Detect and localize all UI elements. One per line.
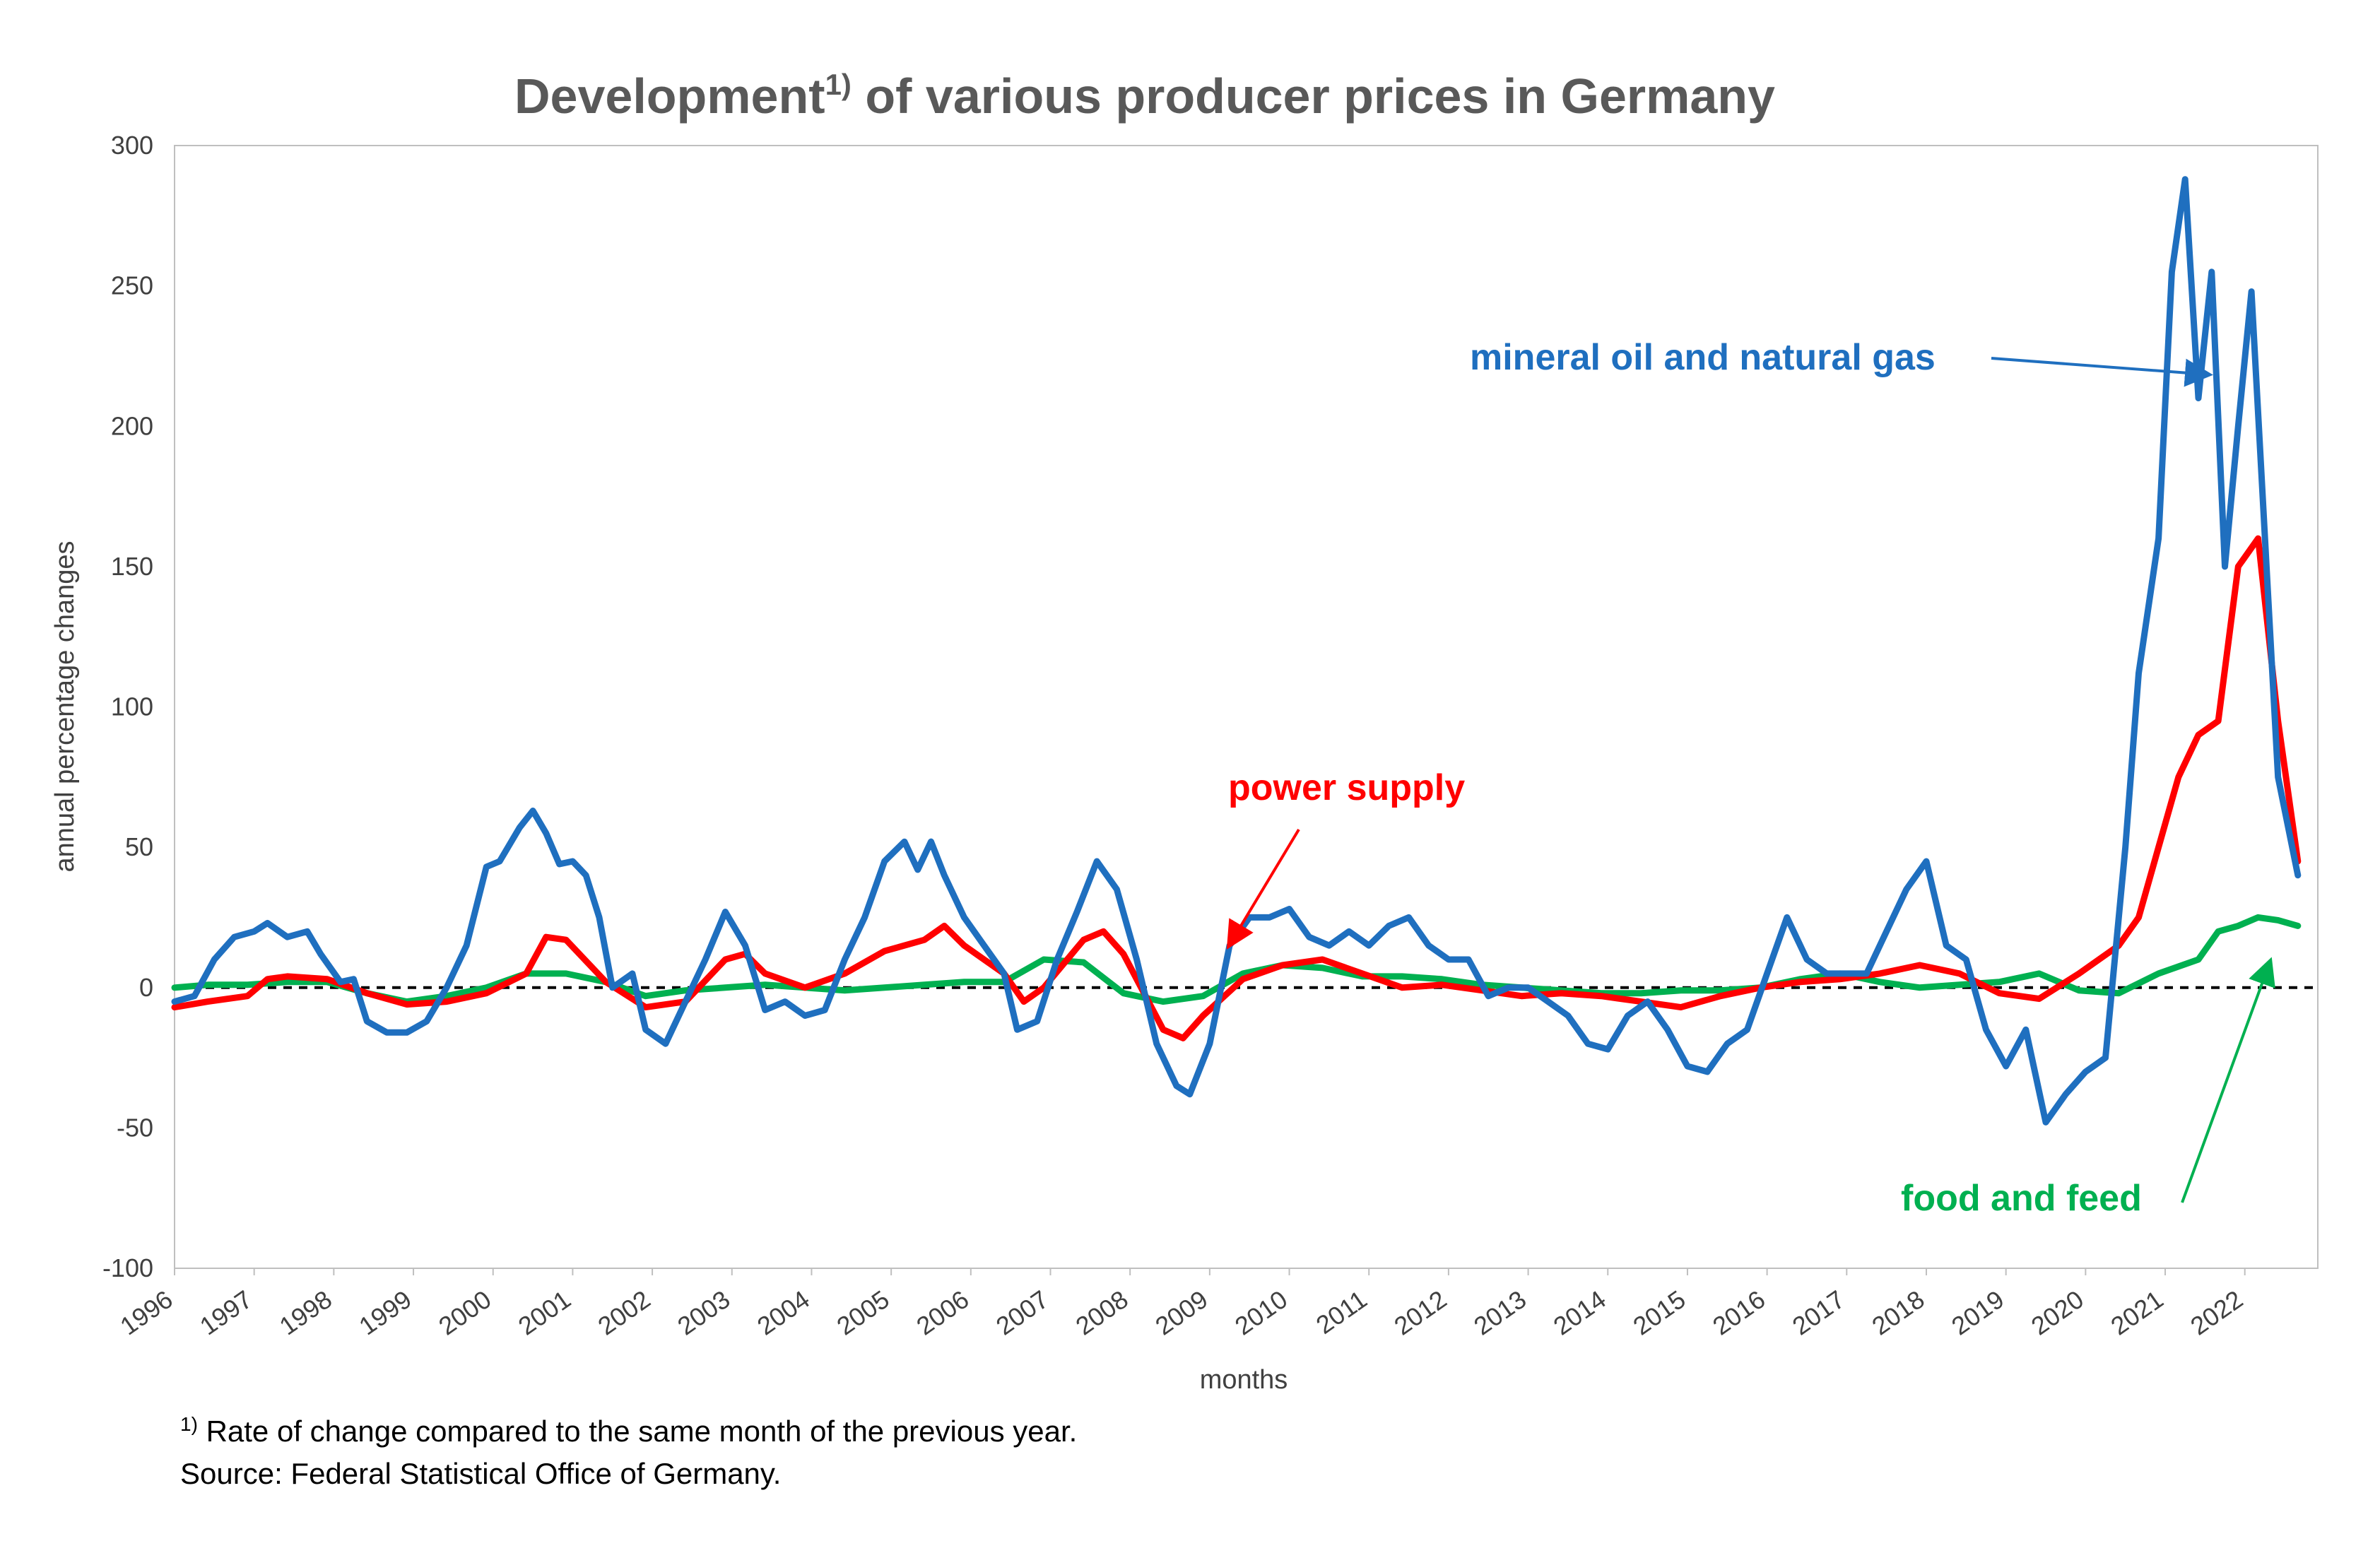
x-tick-label: 2007 <box>991 1285 1054 1341</box>
x-tick-label: 1997 <box>194 1285 257 1341</box>
chart-title: Development1) of various producer prices… <box>514 68 1775 124</box>
y-tick-label: 50 <box>125 832 153 861</box>
x-tick-label: 2003 <box>672 1285 735 1341</box>
arrow-food-feed <box>2181 957 2275 1203</box>
x-tick-label: 2002 <box>593 1285 656 1341</box>
annotation-food-feed: food and feed <box>1901 1178 2142 1219</box>
y-tick-label: 150 <box>111 552 153 581</box>
x-tick-label: 2013 <box>1468 1285 1531 1341</box>
footnote-1: 1) Rate of change compared to the same m… <box>180 1413 1077 1448</box>
x-tick-label: 2004 <box>752 1285 815 1341</box>
x-tick-label: 2019 <box>1946 1285 2009 1341</box>
y-tick-label: 200 <box>111 411 153 440</box>
x-tick-label: 2006 <box>911 1285 974 1341</box>
x-tick-label: 2018 <box>1866 1285 1929 1341</box>
y-axis-title: annual percentage changes <box>50 541 80 872</box>
x-tick-label: 2015 <box>1627 1285 1690 1341</box>
y-tick-label: 100 <box>111 692 153 721</box>
x-tick-label: 2009 <box>1150 1285 1213 1341</box>
x-tick-label: 2000 <box>433 1285 496 1341</box>
footnote-text: Rate of change compared to the same mont… <box>197 1415 1078 1448</box>
x-tick-label: 2022 <box>2185 1285 2248 1341</box>
y-tick-label: 300 <box>111 131 153 160</box>
annotation-power-supply: power supply <box>1228 767 1465 808</box>
x-tick-label: 1998 <box>274 1285 337 1341</box>
x-axis-title: months <box>1200 1365 1288 1395</box>
x-tick-label: 2010 <box>1230 1285 1292 1341</box>
x-tick-label: 2017 <box>1787 1285 1850 1341</box>
series-line-power-supply <box>171 535 2302 1041</box>
x-tick-label: 2008 <box>1071 1285 1133 1341</box>
x-tick-label: 2016 <box>1707 1285 1770 1341</box>
x-tick-label: 1999 <box>354 1285 417 1341</box>
x-tick-label: 2021 <box>2105 1285 2168 1341</box>
annotation-mineral-oil: mineral oil and natural gas <box>1470 337 1936 378</box>
y-tick-label: 250 <box>111 271 153 300</box>
arrow-mineral-oil <box>1991 357 2213 387</box>
y-tick-label: -100 <box>102 1253 153 1282</box>
y-tick-label: -50 <box>117 1113 153 1142</box>
x-tick-label: 2012 <box>1389 1285 1451 1341</box>
x-tick-label: 2020 <box>2026 1285 2089 1341</box>
arrow-power-supply <box>1226 828 1300 950</box>
x-tick-label: 2005 <box>832 1285 895 1341</box>
plot-border <box>174 145 2319 1269</box>
x-tick-label: 2014 <box>1548 1285 1611 1341</box>
series-lines <box>171 176 2302 1126</box>
x-axis-ticks: 1996 1997 1998 1999 2000 2001 2002 2003 2004 2005… <box>114 1268 2248 1340</box>
x-tick-label: 2011 <box>1311 1285 1372 1340</box>
footnote-sup: 1) <box>180 1413 198 1435</box>
series-line-mineral-oil-and-natural-gas <box>171 176 2302 1126</box>
x-tick-label: 1996 <box>114 1285 177 1341</box>
footnote-source: Source: Federal Statistical Office of Ge… <box>180 1457 782 1490</box>
y-tick-label: 0 <box>139 973 153 1002</box>
y-axis-ticks: 300 250 200 150 100 50 0 -50 -100 <box>102 131 153 1282</box>
x-tick-label: 2001 <box>513 1285 576 1341</box>
